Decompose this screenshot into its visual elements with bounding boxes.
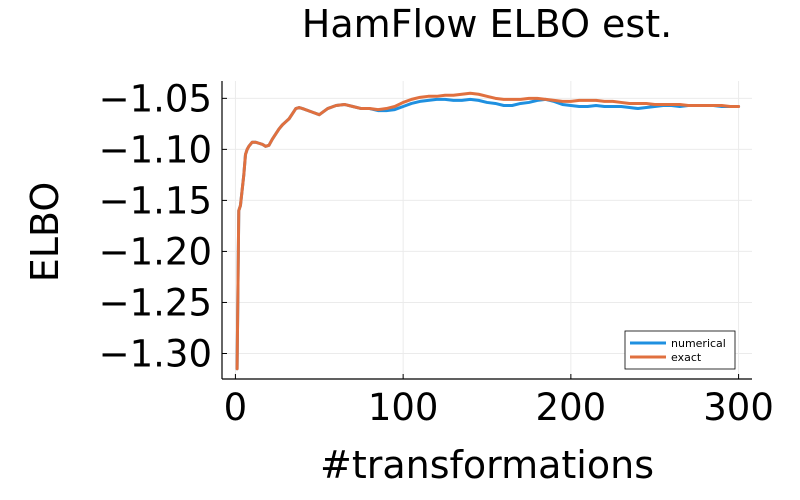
- series-layer: [235, 91, 741, 371]
- y-ticks: −1.30 −1.25 −1.20 −1.15 −1.10 −1.05: [99, 77, 227, 375]
- y-tick-label: −1.25: [99, 281, 212, 324]
- x-tick-label: 300: [703, 386, 774, 429]
- x-tick-label: 100: [368, 386, 439, 429]
- legend: numerical exact: [624, 330, 736, 370]
- y-axis-label: ELBO: [23, 182, 67, 283]
- y-tick-label: −1.05: [99, 77, 212, 120]
- y-tick-label: −1.30: [99, 332, 212, 375]
- y-tick-label: −1.15: [99, 179, 212, 222]
- series-line-numerical: [235, 97, 741, 371]
- series-line-exact: [235, 91, 741, 371]
- legend-label-exact: exact: [671, 351, 702, 364]
- x-ticks: 0 100 200 300: [224, 374, 774, 429]
- legend-label-numerical: numerical: [671, 337, 726, 350]
- x-tick-label: 200: [536, 386, 607, 429]
- x-axis-label: #transformations: [320, 443, 654, 487]
- axes: [221, 81, 752, 380]
- x-tick-label: 0: [224, 386, 248, 429]
- y-tick-label: −1.20: [99, 230, 212, 273]
- chart-title: HamFlow ELBO est.: [302, 2, 672, 46]
- y-tick-label: −1.10: [99, 128, 212, 171]
- legend-box: [624, 330, 736, 370]
- grid: [222, 81, 752, 379]
